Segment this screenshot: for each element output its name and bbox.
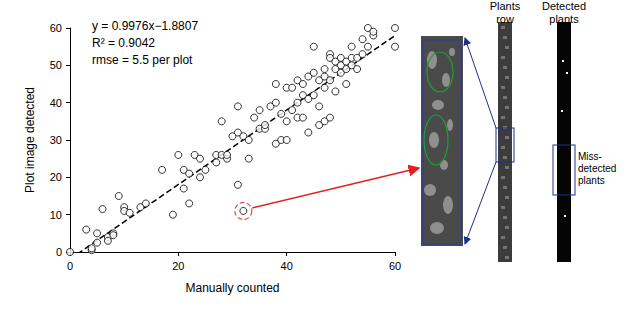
svg-text:Plants: Plants [490, 0, 521, 12]
svg-text:10: 10 [50, 209, 62, 221]
svg-text:0: 0 [67, 260, 73, 272]
svg-text:Manually counted: Manually counted [185, 281, 279, 295]
svg-text:row: row [496, 13, 514, 25]
svg-text:0: 0 [56, 246, 62, 258]
svg-text:20: 20 [172, 260, 184, 272]
svg-text:40: 40 [281, 260, 293, 272]
svg-text:rmse = 5.5 per plot: rmse = 5.5 per plot [92, 53, 193, 67]
svg-text:Miss-: Miss- [578, 151, 602, 162]
svg-text:30: 30 [50, 134, 62, 146]
svg-text:plants: plants [578, 175, 605, 186]
svg-text:y = 0.9976x−1.8807: y = 0.9976x−1.8807 [92, 19, 198, 33]
svg-text:50: 50 [50, 59, 62, 71]
svg-text:20: 20 [50, 171, 62, 183]
svg-text:Plot image detected: Plot image detected [23, 87, 37, 193]
svg-text:R² = 0.9042: R² = 0.9042 [92, 36, 155, 50]
svg-text:Detected: Detected [542, 0, 586, 12]
svg-text:40: 40 [50, 97, 62, 109]
svg-text:detected: detected [578, 163, 616, 174]
svg-text:60: 60 [50, 22, 62, 34]
svg-text:plants: plants [549, 13, 579, 25]
svg-text:60: 60 [389, 260, 401, 272]
